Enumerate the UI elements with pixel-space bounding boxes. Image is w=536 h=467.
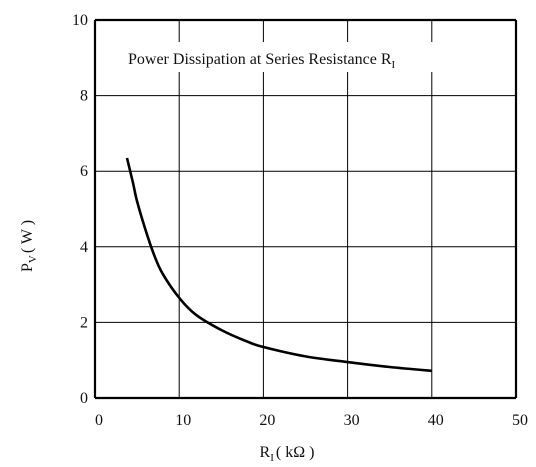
- chart-title: Power Dissipation at Series Resistance R…: [128, 51, 396, 71]
- y-tick-label: 4: [80, 239, 88, 256]
- x-tick-labels: 0 10 20 30 40 50: [95, 412, 528, 429]
- x-tick-label: 10: [175, 412, 191, 429]
- grid: [93, 18, 518, 400]
- y-tick-label: 2: [80, 314, 88, 331]
- y-tick-label: 0: [80, 390, 88, 407]
- y-tick-label: 10: [72, 12, 88, 29]
- x-tick-label: 50: [512, 412, 528, 429]
- y-tick-label: 8: [80, 88, 88, 105]
- x-tick-label: 20: [259, 412, 275, 429]
- y-axis-label: PV( W ): [19, 220, 39, 272]
- y-tick-label: 6: [80, 163, 88, 180]
- x-axis-label: RI( kΩ ): [260, 444, 315, 464]
- x-tick-label: 0: [95, 412, 103, 429]
- series-line: [125, 157, 432, 373]
- title-box: [121, 42, 506, 72]
- x-tick-label: 30: [344, 412, 360, 429]
- y-tick-labels: 0 2 4 6 8 10: [72, 12, 88, 407]
- x-tick-label: 40: [428, 412, 444, 429]
